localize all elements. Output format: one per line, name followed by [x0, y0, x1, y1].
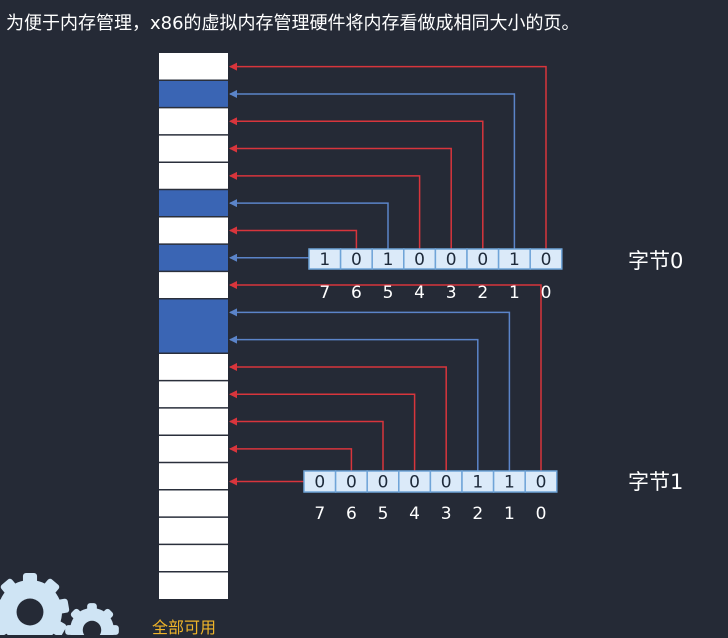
bit-index-label: 2 — [472, 504, 483, 524]
arrow-free-page — [229, 62, 547, 249]
bit-value: 1 — [509, 250, 520, 270]
memory-page-free — [159, 489, 228, 518]
bit-value: 0 — [477, 250, 488, 270]
memory-page-free — [159, 380, 228, 408]
bit-value: 0 — [346, 473, 357, 493]
bit-index-label: 3 — [441, 504, 452, 524]
caption: 为便于内存管理，x86的虚拟内存管理硬件将内存看做成相同大小的页。 — [6, 13, 580, 34]
memory-page-free — [159, 517, 228, 545]
bit-value: 1 — [504, 473, 515, 493]
arrow-free-page — [229, 362, 447, 471]
bit-value: 1 — [319, 250, 330, 270]
bit-value: 1 — [383, 250, 394, 270]
bit-cell — [529, 248, 563, 270]
memory-page-free — [159, 271, 228, 299]
memory-page-used — [159, 244, 228, 272]
memory-page-free — [159, 216, 228, 245]
memory-page-free — [159, 462, 228, 490]
arrow-free-page — [229, 281, 542, 471]
arrow-free-page — [229, 144, 452, 249]
memory-page-used — [159, 189, 228, 217]
mapping-arrows — [229, 62, 547, 486]
bit-index-label: 7 — [314, 504, 325, 524]
bit-value: 0 — [409, 473, 420, 493]
memory-page-free — [159, 353, 228, 381]
gear-small-icon — [65, 603, 119, 635]
arrow-free-page — [229, 390, 416, 471]
bit-index-label: 7 — [319, 283, 330, 303]
memory-page-used — [159, 298, 228, 326]
memory-page-free — [159, 435, 228, 463]
arrow-free-page — [229, 226, 358, 249]
arrow-used-page — [229, 199, 389, 249]
byte-label: 字节0 — [628, 249, 683, 273]
bit-value: 0 — [536, 473, 547, 493]
arrow-free-page — [229, 171, 421, 249]
gears-icon — [0, 572, 119, 635]
bit-value: 0 — [446, 250, 457, 270]
bit-index-label: 2 — [477, 283, 488, 303]
memory-page-free — [159, 544, 228, 572]
byte-label: 字节1 — [628, 470, 683, 494]
bit-index-label: 0 — [536, 504, 547, 524]
bit-value: 0 — [441, 473, 452, 493]
arrow-used-page — [229, 89, 516, 249]
bit-value: 0 — [541, 250, 552, 270]
bit-value: 0 — [414, 250, 425, 270]
bit-value: 1 — [472, 473, 483, 493]
memory-page-free — [159, 134, 228, 163]
bit-index-label: 1 — [504, 504, 515, 524]
memory-page-free — [159, 571, 228, 599]
arrow-used-page — [229, 308, 511, 471]
footer-label: 全部可用 — [152, 618, 217, 637]
memory-page-free — [159, 107, 228, 135]
arrow-used-page — [229, 335, 479, 471]
memory-page-used — [159, 326, 228, 354]
arrow-free-page — [229, 444, 353, 471]
memory-page-free — [159, 53, 228, 81]
memory-page-used — [159, 80, 228, 108]
arrow-free-page — [229, 417, 384, 471]
bit-value: 0 — [378, 473, 389, 493]
gear-large-icon — [0, 572, 70, 635]
memory-page-column — [159, 53, 228, 599]
bit-value: 0 — [314, 473, 325, 493]
memory-page-free — [159, 162, 228, 190]
memory-page-free — [159, 407, 228, 436]
arrow-free-page — [229, 117, 484, 249]
bit-index-label: 6 — [346, 504, 357, 524]
bit-index-label: 1 — [509, 283, 520, 303]
bit-index-label: 0 — [541, 283, 552, 303]
bit-value: 0 — [351, 250, 362, 270]
bit-index-label: 5 — [378, 504, 389, 524]
bit-cell — [524, 470, 558, 493]
bit-index-label: 4 — [414, 283, 425, 303]
bit-index-label: 5 — [383, 283, 394, 303]
bit-index-label: 6 — [351, 283, 362, 303]
bit-index-label: 4 — [409, 504, 420, 524]
bit-index-label: 3 — [446, 283, 457, 303]
